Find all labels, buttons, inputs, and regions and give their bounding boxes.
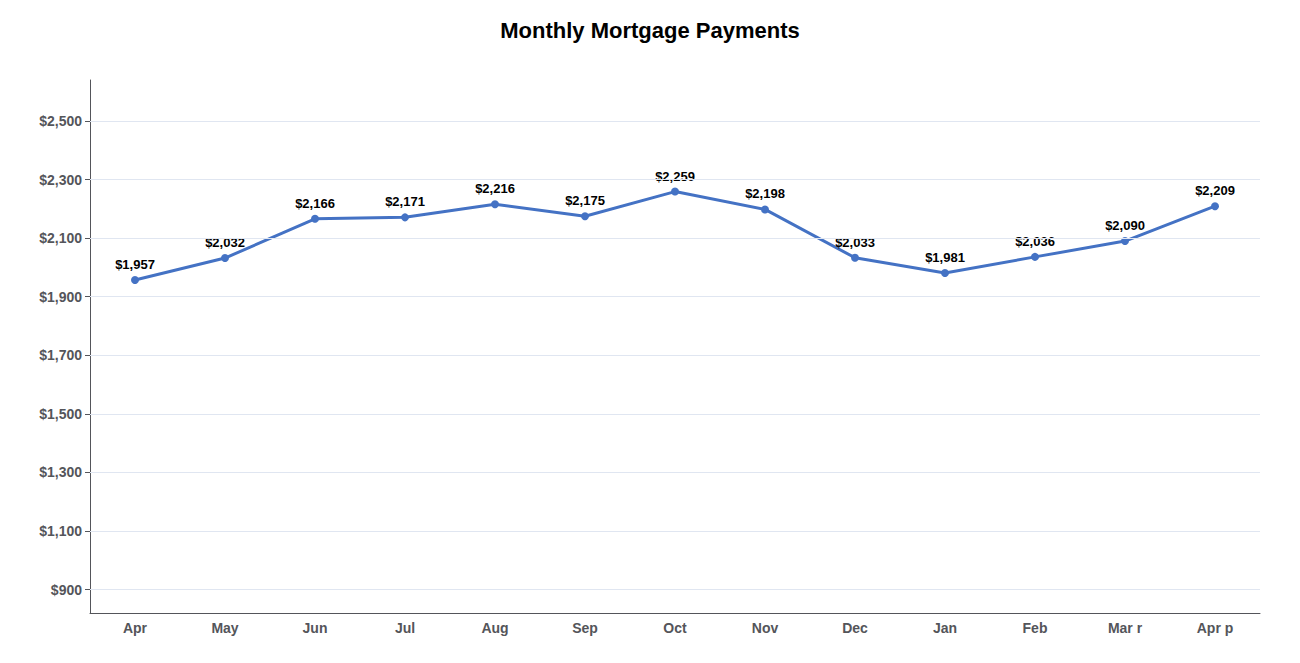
svg-text:Mar r: Mar r <box>1108 620 1143 636</box>
svg-text:$2,175: $2,175 <box>565 193 605 208</box>
svg-text:Oct: Oct <box>663 620 687 636</box>
svg-text:$2,500: $2,500 <box>39 113 82 129</box>
svg-text:$1,700: $1,700 <box>39 347 82 363</box>
svg-text:Feb: Feb <box>1023 620 1048 636</box>
svg-text:$2,259: $2,259 <box>655 169 695 184</box>
svg-text:$1,981: $1,981 <box>925 250 965 265</box>
svg-text:$2,300: $2,300 <box>39 172 82 188</box>
svg-text:$2,171: $2,171 <box>385 194 425 209</box>
svg-text:Jun: Jun <box>303 620 328 636</box>
svg-text:$2,036: $2,036 <box>1015 234 1055 249</box>
svg-text:$1,957: $1,957 <box>115 257 155 272</box>
svg-text:Aug: Aug <box>481 620 508 636</box>
svg-text:$2,216: $2,216 <box>475 181 515 196</box>
svg-text:Sep: Sep <box>572 620 598 636</box>
svg-text:$2,090: $2,090 <box>1105 218 1145 233</box>
svg-text:$2,032: $2,032 <box>205 235 245 250</box>
svg-text:$1,900: $1,900 <box>39 289 82 305</box>
svg-text:Jul: Jul <box>395 620 415 636</box>
svg-text:$2,198: $2,198 <box>745 186 785 201</box>
svg-text:May: May <box>211 620 238 636</box>
svg-text:Apr: Apr <box>123 620 148 636</box>
svg-text:Apr p: Apr p <box>1197 620 1234 636</box>
svg-text:$2,209: $2,209 <box>1195 183 1235 198</box>
svg-text:$1,100: $1,100 <box>39 523 82 539</box>
svg-text:$2,166: $2,166 <box>295 196 335 211</box>
svg-text:$1,300: $1,300 <box>39 464 82 480</box>
svg-text:$900: $900 <box>51 582 82 598</box>
svg-text:$2,100: $2,100 <box>39 230 82 246</box>
svg-text:Dec: Dec <box>842 620 868 636</box>
svg-text:Nov: Nov <box>752 620 779 636</box>
svg-text:$2,033: $2,033 <box>835 235 875 250</box>
svg-text:Jan: Jan <box>933 620 957 636</box>
svg-text:$1,500: $1,500 <box>39 406 82 422</box>
svg-text:Monthly Mortgage Payments: Monthly Mortgage Payments <box>500 18 799 43</box>
